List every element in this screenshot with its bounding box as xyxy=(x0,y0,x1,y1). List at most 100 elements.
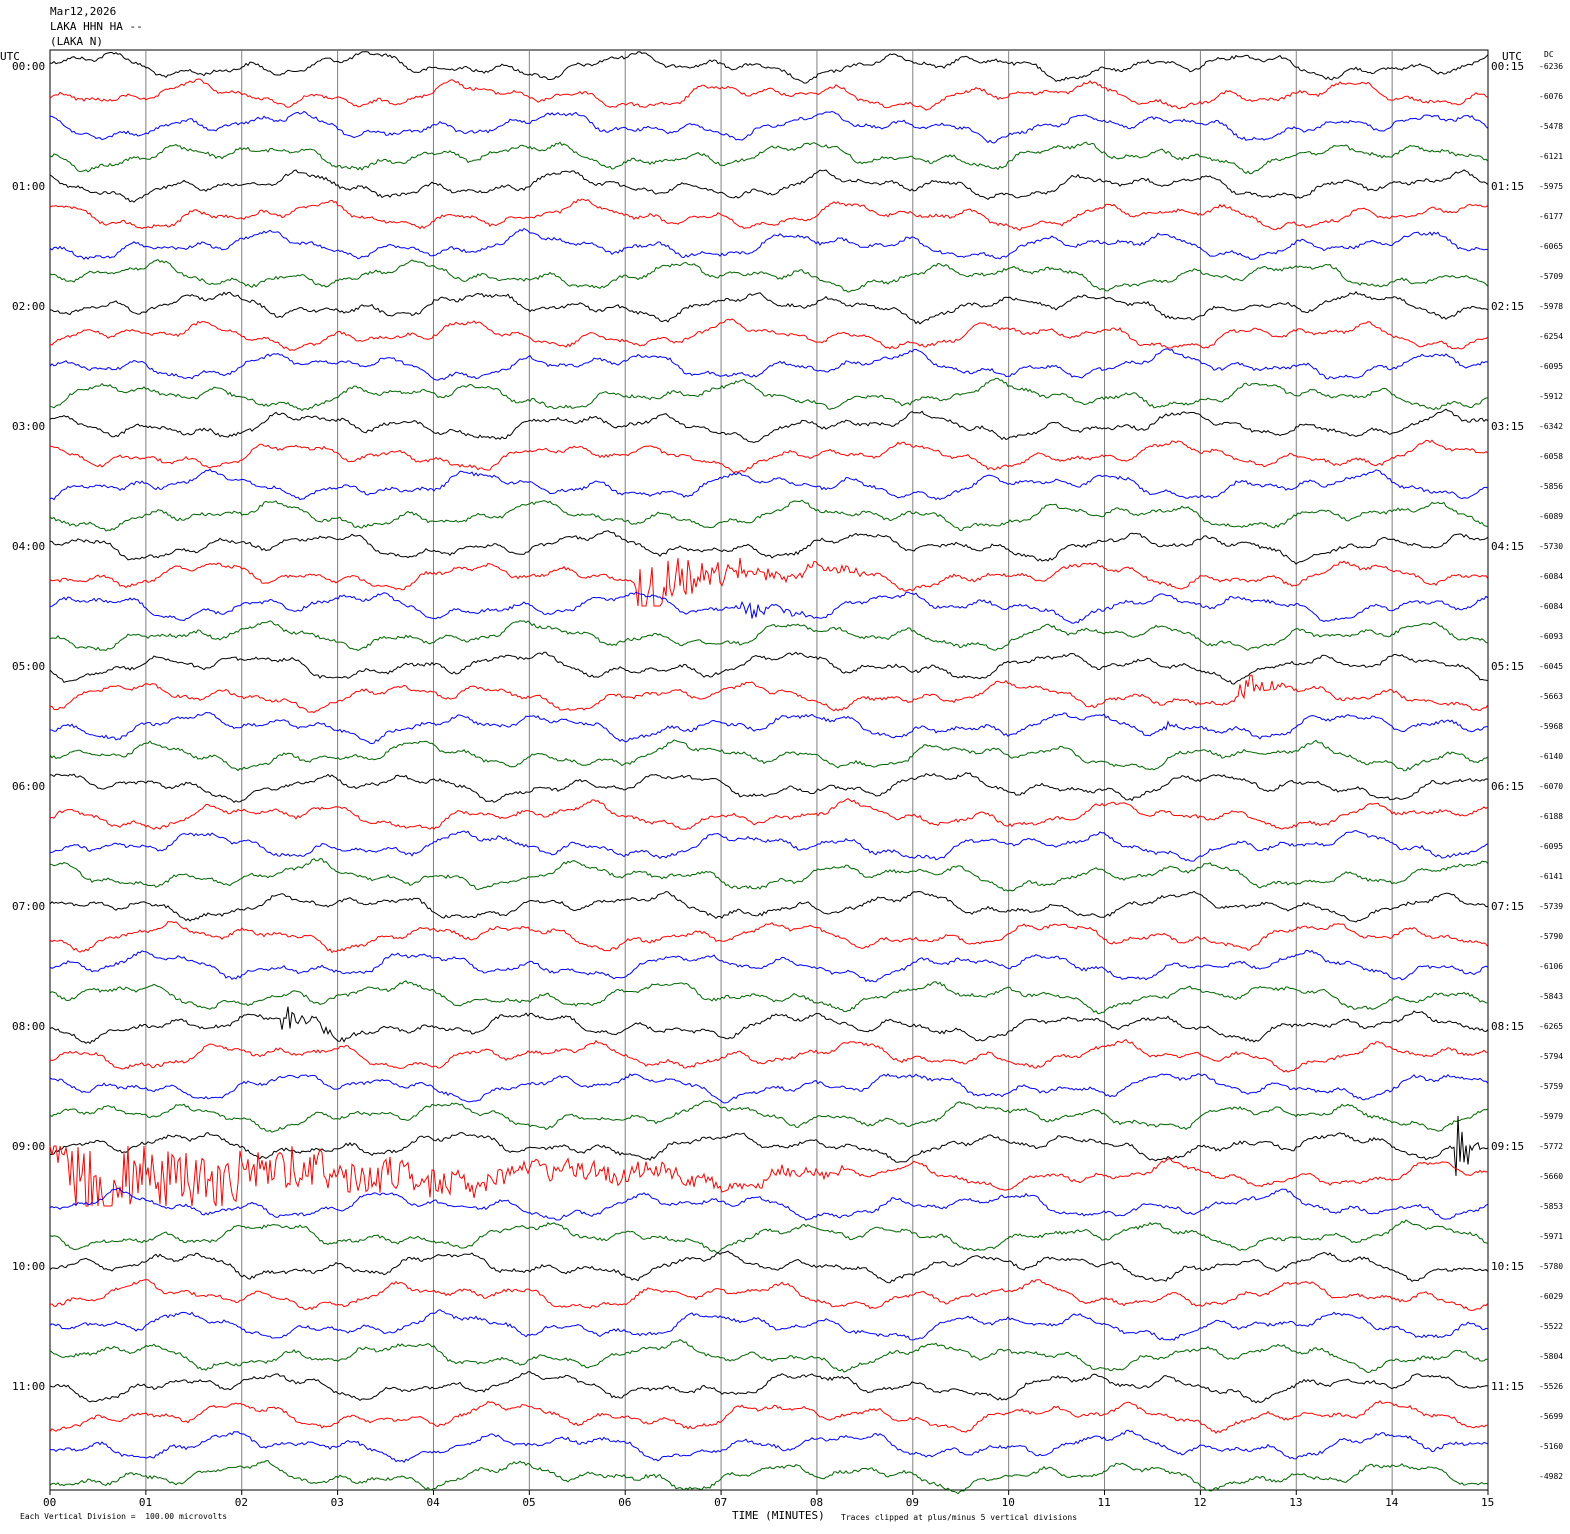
left-axis-title: UTC xyxy=(0,50,20,63)
x-tick-label: 08 xyxy=(810,1496,823,1509)
right-time-label: 08:15 xyxy=(1491,1020,1524,1033)
left-time-label: 01:00 xyxy=(12,180,45,193)
dc-offset-label: -6095 xyxy=(1539,842,1563,851)
seismic-trace xyxy=(49,620,1489,651)
dc-offset-label: -6065 xyxy=(1539,242,1563,251)
dc-offset-label: -5975 xyxy=(1539,182,1563,191)
seismic-trace xyxy=(49,1309,1489,1341)
dc-offset-label: -5912 xyxy=(1539,392,1563,401)
x-tick-label: 03 xyxy=(331,1496,344,1509)
time-labels: 00:00 01:00 02:00 03:00 04:00 05:00 06:00 07:00… xyxy=(12,60,1524,1393)
seismic-trace xyxy=(49,890,1489,923)
dc-offset-label: -5794 xyxy=(1539,1052,1563,1061)
right-time-label: 11:15 xyxy=(1491,1380,1524,1393)
dc-offset-label: -5739 xyxy=(1539,902,1563,911)
seismic-trace xyxy=(50,110,1489,144)
dc-offset-label: -5478 xyxy=(1539,122,1563,131)
right-time-label: 01:15 xyxy=(1491,180,1524,193)
dc-offset-label: -5772 xyxy=(1539,1142,1563,1151)
seismic-trace xyxy=(49,1145,1489,1207)
seismic-trace xyxy=(49,1219,1489,1254)
x-tick-label: 06 xyxy=(618,1496,631,1509)
right-time-label: 03:15 xyxy=(1491,420,1524,433)
seismic-trace xyxy=(49,439,1489,474)
dc-offset-label: -6106 xyxy=(1539,962,1563,971)
dc-offset-label: -5856 xyxy=(1539,482,1563,491)
dc-title: DC xyxy=(1544,50,1554,59)
dc-offset-label: -5663 xyxy=(1539,692,1563,701)
x-tick-label: 00 xyxy=(43,1496,56,1509)
left-time-label: 04:00 xyxy=(12,540,45,553)
left-time-label: 09:00 xyxy=(12,1140,45,1153)
seismic-trace xyxy=(49,258,1489,293)
x-tick-label: 14 xyxy=(1385,1496,1399,1509)
seismic-trace xyxy=(49,468,1489,501)
dc-offset-label: -6177 xyxy=(1539,212,1563,221)
dc-offset-label: -5971 xyxy=(1539,1232,1563,1241)
dc-offset-label: -5853 xyxy=(1539,1202,1563,1211)
seismic-trace xyxy=(49,1460,1489,1495)
seismic-trace xyxy=(49,227,1489,260)
seismic-trace xyxy=(49,1073,1489,1104)
seismic-trace xyxy=(50,51,1489,84)
x-tick-label: 09 xyxy=(906,1496,919,1509)
minute-grid xyxy=(145,50,1393,1490)
plot-frame xyxy=(49,49,1489,1491)
dc-offset-label: -6342 xyxy=(1539,422,1563,431)
x-tick-label: 07 xyxy=(714,1496,727,1509)
dc-offset-label: -6140 xyxy=(1539,752,1563,761)
x-tick-label: 11 xyxy=(1098,1496,1111,1509)
seismic-trace xyxy=(49,318,1489,351)
header-station: LAKA HHN HA -- xyxy=(50,20,143,33)
left-time-label: 07:00 xyxy=(12,900,45,913)
dc-offset-label: -5968 xyxy=(1539,722,1563,731)
dc-offset-label: -6188 xyxy=(1539,812,1563,821)
seismic-trace xyxy=(49,198,1489,231)
right-time-label: 10:15 xyxy=(1491,1260,1524,1273)
seismic-trace xyxy=(49,1100,1489,1133)
dc-offset-label: -5660 xyxy=(1539,1172,1563,1181)
dc-offset-label: -5699 xyxy=(1539,1412,1563,1421)
right-time-label: 05:15 xyxy=(1491,660,1524,673)
dc-offset-label: -6093 xyxy=(1539,632,1563,641)
seismic-trace xyxy=(49,591,1489,624)
x-axis-title: TIME (MINUTES) xyxy=(732,1509,825,1522)
x-tick-label: 10 xyxy=(1002,1496,1015,1509)
dc-offset-label: -5804 xyxy=(1539,1352,1563,1361)
dc-offset-label: -6058 xyxy=(1539,452,1563,461)
x-tick-label: 15 xyxy=(1481,1496,1494,1509)
right-time-label: 07:15 xyxy=(1491,900,1524,913)
seismic-trace xyxy=(49,1006,1489,1045)
seismic-trace xyxy=(49,651,1489,685)
dc-offset-label: -6236 xyxy=(1539,62,1563,71)
dc-offset-label: -6084 xyxy=(1539,602,1563,611)
seismic-trace xyxy=(49,1279,1489,1311)
dc-offset-label: -5759 xyxy=(1539,1082,1563,1091)
seismic-trace xyxy=(49,1038,1489,1073)
seismic-trace xyxy=(49,858,1489,892)
seismic-trace xyxy=(49,499,1489,532)
dc-offset-label: -6084 xyxy=(1539,572,1563,581)
header-station-alt: (LAKA N) xyxy=(50,35,103,48)
seismic-trace xyxy=(50,711,1489,745)
seismic-trace xyxy=(49,408,1489,444)
seismic-trace xyxy=(49,169,1489,203)
header-date: Mar12,2026 xyxy=(50,5,117,18)
left-time-label: 08:00 xyxy=(12,1020,45,1033)
x-tick-label: 05 xyxy=(522,1496,535,1509)
seismic-trace xyxy=(49,348,1489,381)
dc-offset-label: -5730 xyxy=(1539,542,1563,551)
seismic-trace xyxy=(49,1400,1488,1435)
seismic-trace xyxy=(49,78,1489,111)
left-time-label: 05:00 xyxy=(12,660,45,673)
seismic-traces xyxy=(49,51,1489,1495)
dc-offset-label: -5979 xyxy=(1539,1112,1563,1121)
seismic-trace xyxy=(49,980,1489,1015)
seismic-trace xyxy=(49,674,1489,714)
dc-offset-labels: -6236 -6076 -5478 -6121 -5975 -6177 -6065 -5709… xyxy=(1539,62,1563,1481)
dc-offset-label: -5843 xyxy=(1539,992,1563,1001)
left-time-label: 03:00 xyxy=(12,420,45,433)
seismic-trace xyxy=(49,1338,1489,1374)
dc-offset-label: -5790 xyxy=(1539,932,1563,941)
